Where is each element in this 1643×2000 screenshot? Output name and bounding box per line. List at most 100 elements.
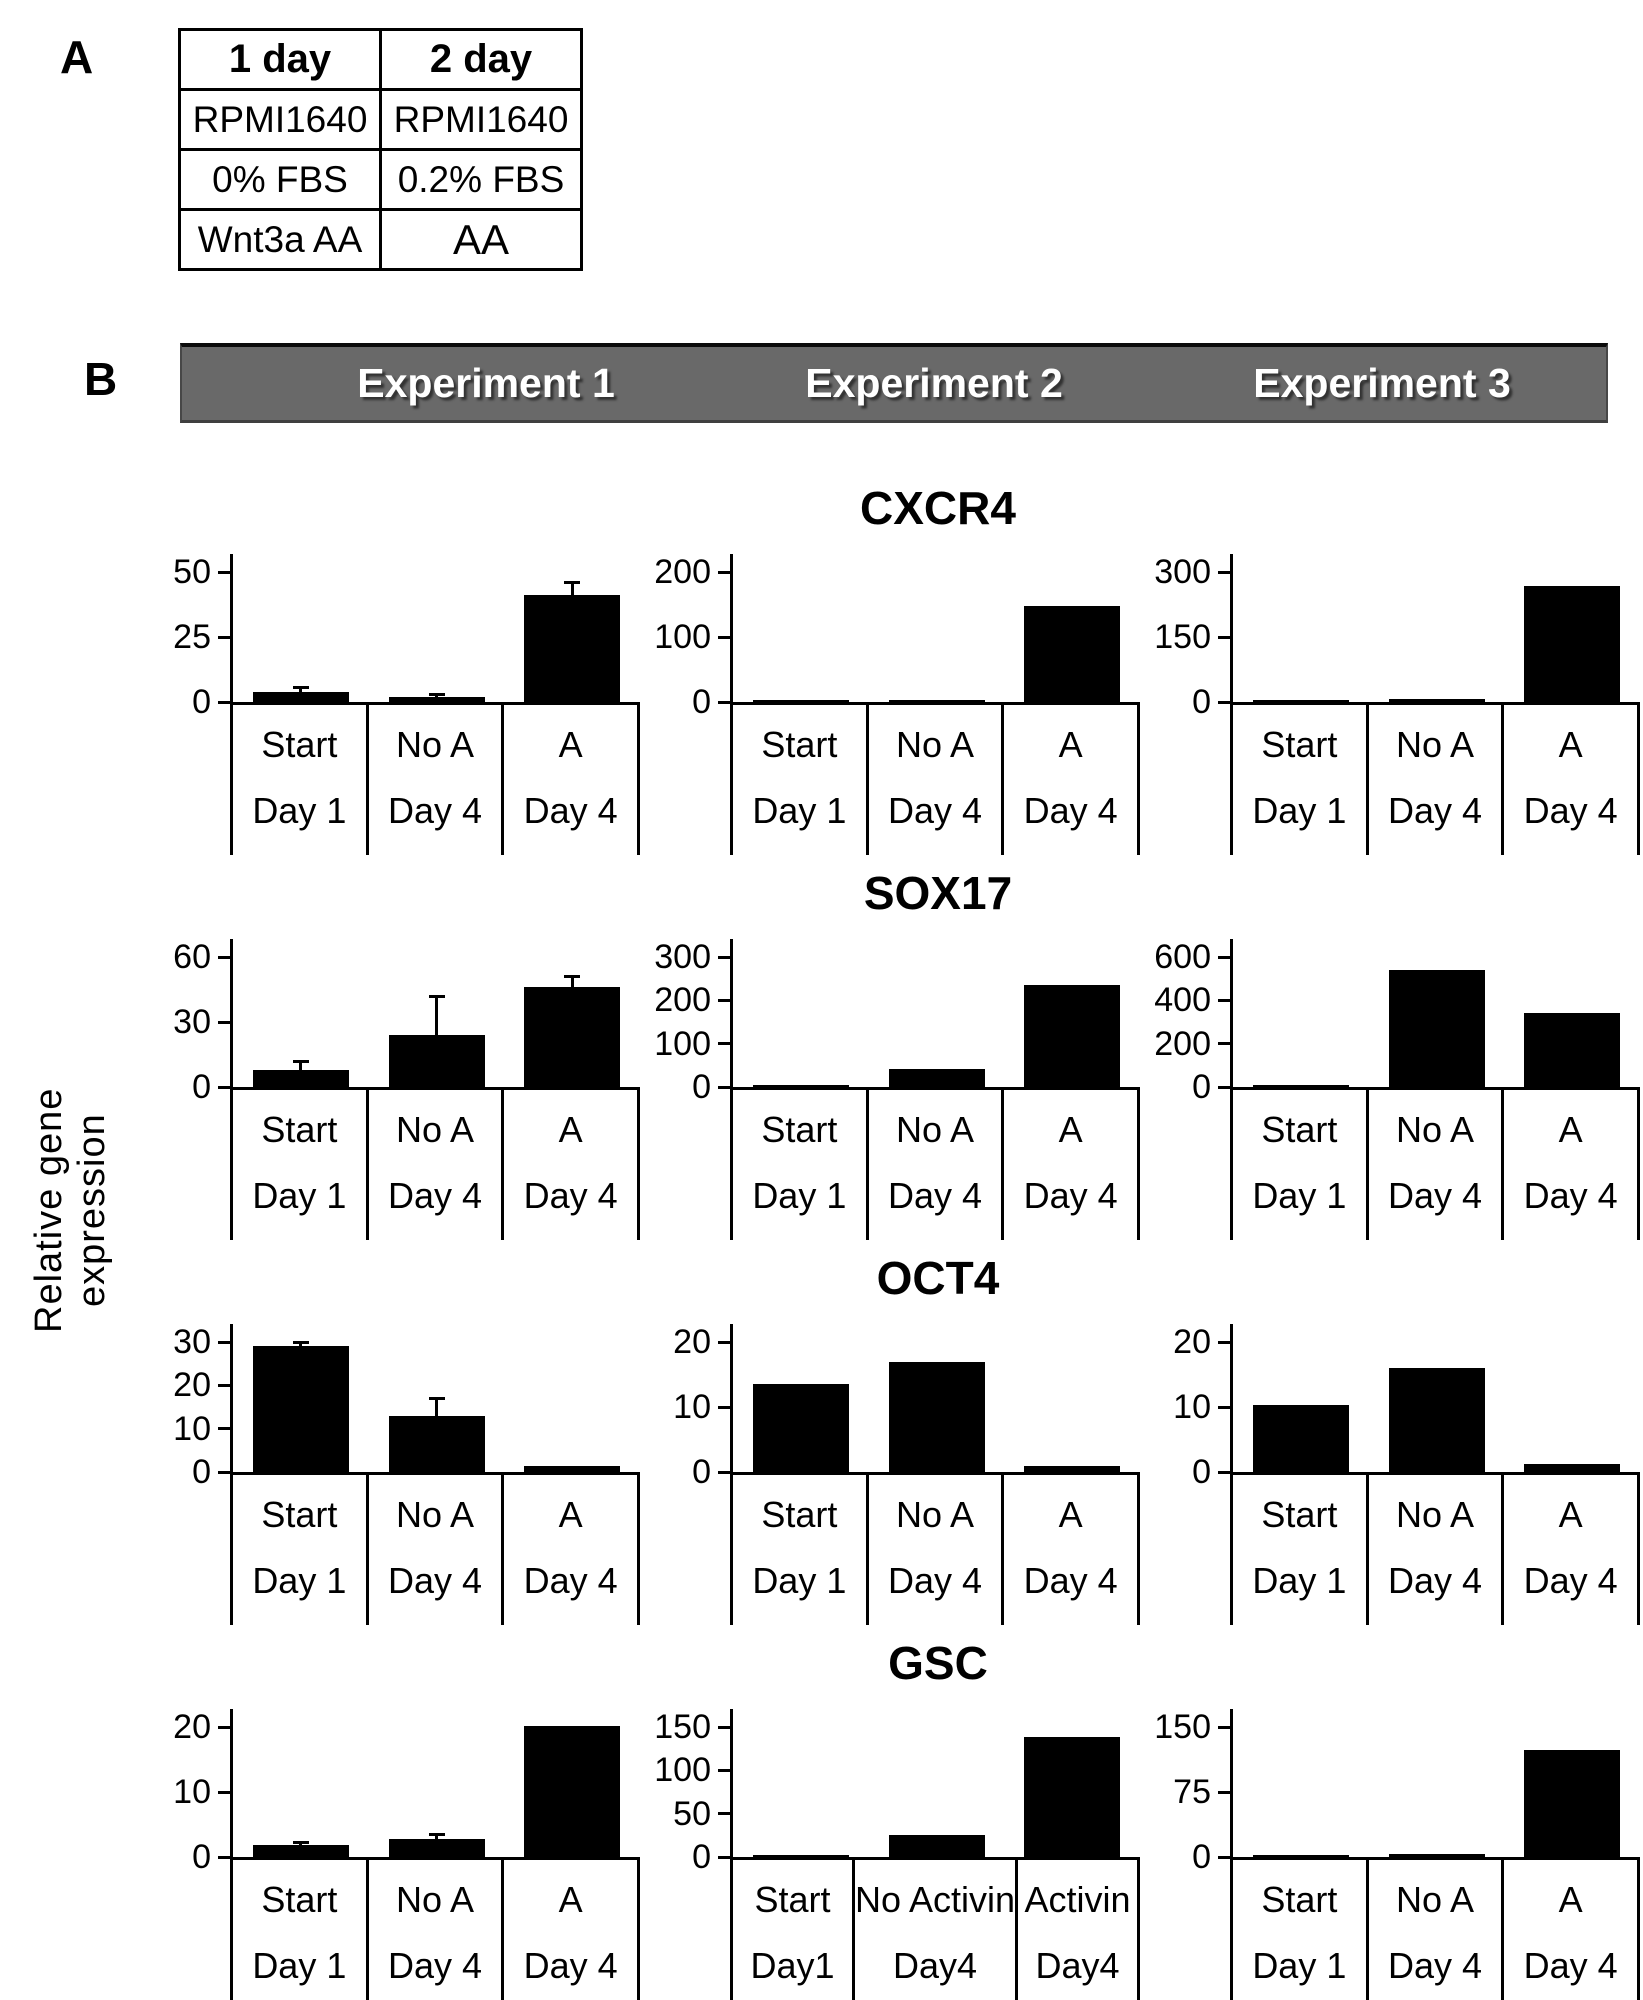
- charts-row-sox17: 0 30 60 Start Day 1 No A Day 4 A Day 4 0 100 200 300…: [140, 938, 1641, 1240]
- y-tick-mark: [218, 635, 233, 639]
- y-tick-label: 10: [173, 1773, 211, 1811]
- category-label: No A: [395, 1879, 475, 1920]
- y-tick-label: 600: [1154, 938, 1211, 976]
- bar-start: [252, 691, 349, 702]
- y-tick-label: 60: [173, 938, 211, 976]
- day-label: Day 4: [1023, 1175, 1118, 1216]
- chart-cxcr4-exp2: 0 100 200 Start Day 1 No A Day 4 A Day 4: [640, 553, 1141, 855]
- table-cell-medium-1: RPMI1640: [178, 88, 382, 151]
- table-row: 0% FBS 0.2% FBS: [178, 148, 583, 211]
- bar-start: [252, 1069, 349, 1087]
- panel-a-label: A: [60, 31, 94, 83]
- y-tick-mark: [218, 1340, 233, 1344]
- y-tick-label: 0: [1192, 1838, 1211, 1876]
- y-tick-label: 200: [654, 981, 711, 1020]
- plot-area: 0 10 20: [1173, 1323, 1640, 1491]
- gene-title-sox17: SOX17: [863, 867, 1013, 919]
- day-label: Day 4: [1523, 1560, 1618, 1601]
- category-cell: Start Day 1: [1230, 1860, 1369, 2000]
- y-tick-mark: [1218, 1042, 1233, 1046]
- error-bar-cap: [564, 975, 581, 978]
- y-tick-mark: [1218, 1470, 1233, 1474]
- day-label: Day 4: [1387, 1175, 1483, 1216]
- category-cell: Start Day 1: [1230, 1090, 1369, 1240]
- bar-a: [1524, 585, 1621, 702]
- day-label: Day4: [892, 1945, 978, 1986]
- table-cell-factors-1: Wnt3a AA: [178, 208, 382, 271]
- y-tick-label: 0: [192, 1838, 211, 1876]
- gene-block-cxcr4: CXCR4 0 25 50 Start Day 1 No A Day 4 A Day 4 0 100 2…: [140, 480, 1641, 855]
- y-tick-label: 50: [173, 553, 211, 591]
- y-tick-mark: [218, 1383, 233, 1387]
- y-tick-mark: [218, 955, 233, 959]
- gene-block-gsc: GSC 0 10 20 Start Day 1 No A Day 4 A Day 4 0 50 100 1…: [140, 1635, 1641, 2000]
- category-label: A: [1558, 724, 1583, 765]
- bar-a: [524, 1465, 621, 1472]
- bar-start: [752, 1855, 849, 1857]
- day-label: Day 4: [1387, 1945, 1483, 1986]
- category-cell: Start Day 1: [730, 705, 869, 855]
- category-label: Start: [761, 724, 838, 765]
- day-label: Day 1: [1252, 1175, 1347, 1216]
- bar-no-a: [1388, 1368, 1485, 1472]
- y-tick-mark: [1218, 998, 1233, 1002]
- plot-area: 0 50 100 150: [654, 1708, 1140, 1876]
- y-tick-mark: [218, 1020, 233, 1024]
- y-tick-label: 100: [654, 618, 711, 656]
- y-tick-label: 20: [1173, 1323, 1211, 1361]
- category-cell: Start Day 1: [230, 1090, 369, 1240]
- y-tick-label: 300: [1154, 553, 1211, 591]
- category-label: Start: [1261, 724, 1338, 765]
- day-label: Day 1: [1252, 1945, 1347, 1986]
- day-label: Day 4: [1023, 790, 1118, 831]
- bar-start: [752, 1384, 849, 1472]
- category-labels: Start Day 1 No A Day 4 A Day 4: [230, 1860, 641, 2000]
- category-label: A: [1558, 1879, 1583, 1920]
- y-tick-mark: [1218, 700, 1233, 704]
- error-bar-cap: [292, 1840, 309, 1844]
- error-bar: [570, 976, 574, 988]
- plot-area: 0 100 200 300: [654, 938, 1140, 1106]
- y-tick-mark: [218, 1470, 233, 1474]
- y-tick-label: 0: [192, 683, 211, 721]
- error-bar: [570, 582, 574, 596]
- chart-sox17-exp3: 0 200 400 600 Start Day 1 No A Day 4 A Day 4: [1140, 938, 1641, 1240]
- category-cell: Start Day1: [730, 1860, 855, 2000]
- category-cell: A Day 4: [504, 1860, 641, 2000]
- y-tick-label: 25: [173, 618, 211, 656]
- category-label: A: [1558, 1109, 1583, 1150]
- category-labels: Start Day1 No Activin Day4 Activin Day4: [730, 1860, 1141, 2000]
- error-bar-cap: [292, 686, 309, 690]
- error-bar-cap: [428, 1833, 445, 1837]
- bar-a: [524, 1725, 621, 1857]
- y-tick-mark: [1218, 1085, 1233, 1089]
- day-label: Day 1: [1252, 790, 1347, 831]
- category-label: No A: [895, 1494, 975, 1535]
- y-tick-mark: [718, 1085, 733, 1089]
- category-label: Start: [761, 1109, 838, 1150]
- chart-cxcr4-exp3: 0 150 300 Start Day 1 No A Day 4 A Day 4: [1140, 553, 1641, 855]
- error-bar: [299, 1061, 303, 1070]
- experiment-1-header: Experiment 1: [357, 360, 615, 406]
- category-cell: No A Day 4: [1369, 1860, 1505, 2000]
- day-label: Day 4: [1023, 1560, 1118, 1601]
- category-labels: Start Day 1 No A Day 4 A Day 4: [230, 1090, 641, 1240]
- chart-gsc-exp3: 0 75 150 Start Day 1 No A Day 4 A Day 4: [1140, 1708, 1641, 2000]
- bar-no-a: [388, 1415, 485, 1472]
- bar-no-a: [388, 696, 485, 702]
- y-tick-mark: [718, 1405, 733, 1409]
- day-label: Day 4: [523, 790, 618, 831]
- category-labels: Start Day 1 No A Day 4 A Day 4: [230, 1475, 641, 1625]
- bar-a: [1524, 1463, 1621, 1472]
- y-tick-mark: [718, 1768, 733, 1772]
- y-axis-figure-label: Relative gene expression: [28, 1087, 113, 1333]
- category-cell: Start Day 1: [1230, 1475, 1369, 1625]
- error-bar-cap: [564, 580, 581, 584]
- bar-a: [1524, 1750, 1621, 1857]
- category-label: No A: [395, 724, 475, 765]
- category-cell: No A Day 4: [869, 1090, 1005, 1240]
- category-label: Start: [754, 1879, 831, 1920]
- category-cell: No A Day 4: [369, 1090, 505, 1240]
- plot-area: 0 150 300: [1154, 553, 1640, 721]
- y-tick-mark: [1218, 635, 1233, 639]
